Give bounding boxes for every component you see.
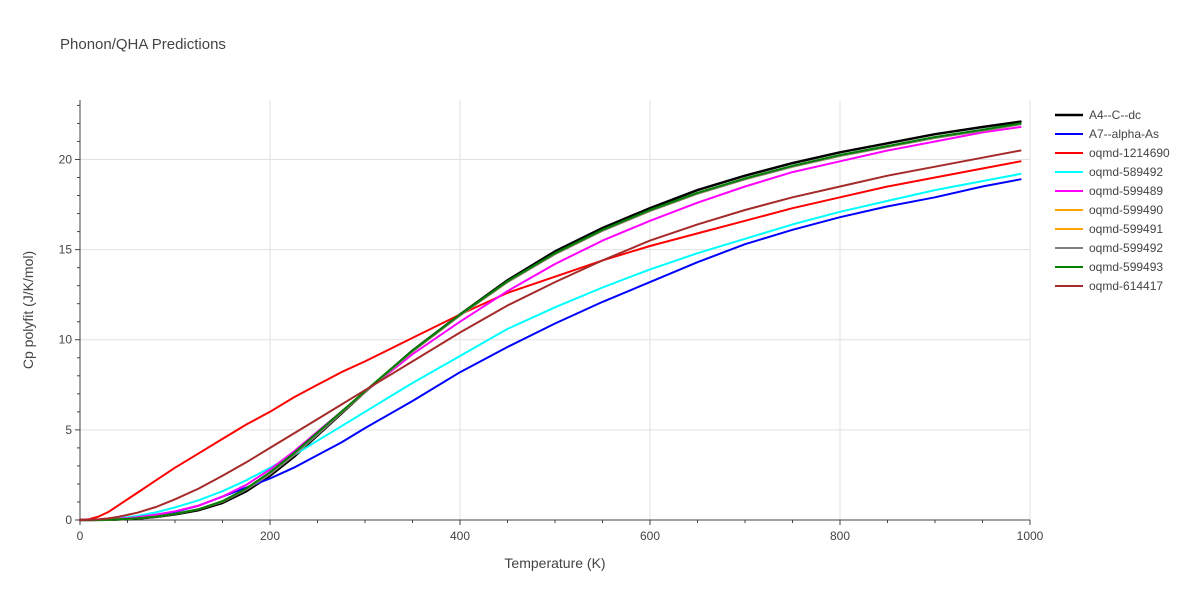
legend-item[interactable]: oqmd-599489	[1055, 184, 1163, 198]
x-tick-label: 0	[77, 529, 84, 543]
x-tick-label: 200	[260, 529, 280, 543]
series-line	[79, 178, 1022, 521]
legend-item[interactable]: A7--alpha-As	[1055, 127, 1159, 141]
legend-label: oqmd-599492	[1089, 241, 1163, 255]
x-tick-label: 800	[830, 529, 850, 543]
series-line	[79, 123, 1022, 521]
legend-item[interactable]: oqmd-1214690	[1055, 146, 1170, 160]
legend-label: oqmd-599491	[1089, 222, 1163, 236]
axes	[75, 100, 1031, 525]
series-line	[79, 160, 1022, 521]
series-line	[79, 123, 1022, 521]
series-line	[79, 122, 1022, 521]
legend-item[interactable]: oqmd-599490	[1055, 203, 1163, 217]
x-tick-label: 600	[640, 529, 660, 543]
legend-label: A7--alpha-As	[1089, 127, 1159, 141]
series-line	[79, 172, 1022, 521]
legend-label: A4--C--dc	[1089, 108, 1141, 122]
tick-labels: 0 200 400 600 800 1000 0 5 10 15 20	[59, 152, 1044, 543]
x-tick-label: 1000	[1017, 529, 1044, 543]
chart-title: Phonon/QHA Predictions	[60, 36, 226, 53]
y-tick-label: 0	[65, 513, 72, 527]
x-tick-label: 400	[450, 529, 470, 543]
series-line	[79, 126, 1022, 521]
grid-lines	[80, 100, 1031, 520]
series-line	[79, 123, 1022, 521]
legend-item[interactable]: oqmd-614417	[1055, 279, 1163, 293]
legend-label: oqmd-1214690	[1089, 146, 1170, 160]
y-tick-label: 15	[59, 243, 73, 257]
legend-item[interactable]: oqmd-599492	[1055, 241, 1163, 255]
legend-label: oqmd-614417	[1089, 279, 1163, 293]
legend-item[interactable]: oqmd-589492	[1055, 165, 1163, 179]
plot-area	[78, 120, 1022, 522]
y-tick-label: 20	[59, 152, 73, 166]
y-axis-title: Cp polyfit (J/K/mol)	[20, 251, 36, 369]
y-tick-label: 5	[65, 423, 72, 437]
legend-item[interactable]: oqmd-599493	[1055, 260, 1163, 274]
y-tick-label: 10	[59, 333, 73, 347]
legend-item[interactable]: A4--C--dc	[1055, 108, 1141, 122]
series-line	[78, 120, 1022, 522]
series-line	[79, 149, 1022, 521]
legend-item[interactable]: oqmd-599491	[1055, 222, 1163, 236]
legend-label: oqmd-599493	[1089, 260, 1163, 274]
legend-label: oqmd-599489	[1089, 184, 1163, 198]
x-axis-title: Temperature (K)	[504, 555, 605, 571]
legend-label: oqmd-599490	[1089, 203, 1163, 217]
legend-label: oqmd-589492	[1089, 165, 1163, 179]
legend[interactable]: A4--C--dc A7--alpha-As oqmd-1214690 oqmd-58…	[1055, 108, 1170, 293]
